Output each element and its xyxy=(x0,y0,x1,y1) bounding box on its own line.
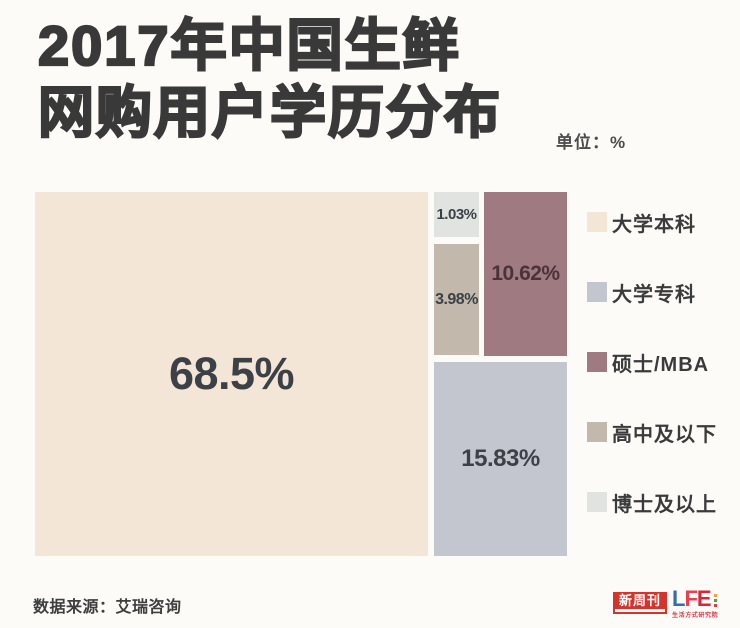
page-title: 2017年中国生鲜 网购用户学历分布 xyxy=(37,12,502,146)
legend-swatch-highschool xyxy=(587,422,607,442)
legend-label-bachelor: 大学本科 xyxy=(612,213,696,236)
legend-label-master: 硕士/MBA xyxy=(612,353,710,376)
treemap-block-master: 10.62% xyxy=(484,192,567,356)
life-logo: L F E 生活方式研究院 xyxy=(672,586,719,620)
value-label-bachelor: 68.5% xyxy=(168,348,295,399)
treemap-block-bachelor: 68.5% xyxy=(35,192,428,556)
data-source-label: 数据来源：艾瑞咨询 xyxy=(33,599,182,616)
legend-item-highschool: 高中及以下 xyxy=(587,422,717,446)
legend-swatch-bachelor xyxy=(587,212,607,232)
legend-label-associate: 大学专科 xyxy=(612,283,696,306)
value-label-doctor: 1.03% xyxy=(436,206,477,223)
unit-label: 单位：% xyxy=(556,133,627,152)
page-title-line1: 2017年中国生鲜 xyxy=(37,13,461,78)
legend-item-doctor: 博士及以上 xyxy=(587,492,717,516)
xinzhoukan-logo-strip xyxy=(615,609,665,612)
chart-legend: 大学本科 大学专科 硕士/MBA 高中及以下 博士及以上 xyxy=(587,212,717,562)
value-label-highschool: 3.98% xyxy=(435,290,478,308)
life-logo-letter-e: E xyxy=(696,586,712,611)
value-label-master: 10.62% xyxy=(491,262,560,285)
legend-label-doctor: 博士及以上 xyxy=(612,493,717,516)
value-label-associate: 15.83% xyxy=(461,445,540,472)
legend-item-associate: 大学专科 xyxy=(587,282,717,306)
life-logo-letters: L F E xyxy=(672,586,718,611)
treemap-block-highschool: 3.98% xyxy=(434,244,479,355)
life-logo-colon-dot xyxy=(713,604,717,607)
life-logo-colon-dot xyxy=(713,594,717,597)
life-logo-colon xyxy=(713,594,717,609)
legend-swatch-associate xyxy=(587,282,607,302)
xinzhoukan-logo: 新周刊 xyxy=(613,592,667,614)
life-logo-letter-f: F xyxy=(684,586,697,611)
legend-swatch-doctor xyxy=(587,492,607,512)
life-logo-subtext: 生活方式研究院 xyxy=(672,613,719,619)
legend-swatch-master xyxy=(587,352,607,372)
treemap-block-doctor: 1.03% xyxy=(434,192,479,237)
legend-label-highschool: 高中及以下 xyxy=(612,423,717,446)
page-title-line2: 网购用户学历分布 xyxy=(37,80,502,145)
legend-item-master: 硕士/MBA xyxy=(587,352,717,376)
legend-item-bachelor: 大学本科 xyxy=(587,212,717,236)
life-logo-letter-l: L xyxy=(672,586,685,611)
xinzhoukan-logo-text: 新周刊 xyxy=(618,593,661,608)
treemap-block-associate: 15.83% xyxy=(434,362,567,556)
life-logo-colon-dot xyxy=(713,599,717,602)
